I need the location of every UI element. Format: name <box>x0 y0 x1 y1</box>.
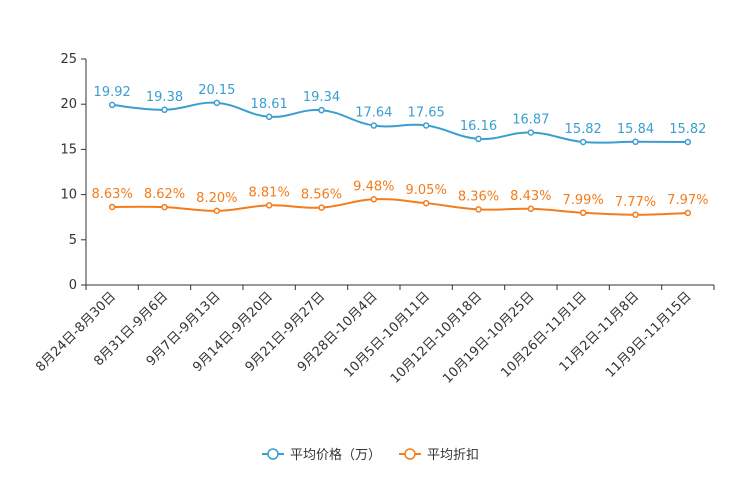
data-point <box>684 209 692 217</box>
data-point <box>318 204 325 211</box>
legend-swatch-marker <box>267 448 279 460</box>
data-label: 8.81% <box>249 185 290 200</box>
data-point <box>213 207 221 215</box>
data-point <box>422 122 430 129</box>
y-tick-label: 15 <box>60 142 77 157</box>
data-point <box>632 138 639 146</box>
y-tick-label: 0 <box>69 278 77 293</box>
data-label: 8.63% <box>92 187 133 202</box>
y-tick-label: 25 <box>60 52 77 67</box>
data-label: 19.38 <box>146 90 183 105</box>
data-label: 15.84 <box>617 122 654 137</box>
data-point <box>265 113 273 121</box>
data-label: 19.92 <box>94 85 131 100</box>
data-label: 15.82 <box>669 122 706 137</box>
legend-swatch-marker <box>404 448 416 460</box>
data-point <box>213 99 221 107</box>
data-point <box>318 106 325 114</box>
data-point <box>108 203 116 211</box>
data-point <box>108 101 116 109</box>
data-point <box>579 138 587 146</box>
data-label: 19.34 <box>303 90 340 105</box>
data-label: 20.15 <box>198 83 235 98</box>
data-label: 16.16 <box>460 119 497 134</box>
series-line-1 <box>112 198 688 216</box>
data-label: 9.48% <box>353 179 394 194</box>
data-point <box>579 209 587 217</box>
data-point <box>265 202 273 209</box>
data-label: 17.65 <box>408 105 445 120</box>
data-label: 7.99% <box>563 193 604 208</box>
data-label: 18.61 <box>251 97 288 112</box>
y-tick-label: 5 <box>69 233 77 248</box>
data-label: 8.20% <box>196 191 237 206</box>
data-point <box>475 135 482 143</box>
data-label: 15.82 <box>565 122 602 137</box>
series-line-0 <box>112 101 688 144</box>
data-label: 8.62% <box>144 187 185 202</box>
data-point <box>632 211 639 219</box>
legend-label: 平均价格（万） <box>290 447 381 463</box>
data-point <box>161 106 168 114</box>
legend-label: 平均折扣 <box>427 448 479 463</box>
data-point <box>684 138 692 146</box>
x-tick-label: 10月19日-10月25日 <box>440 289 537 386</box>
data-point <box>527 205 535 213</box>
data-point <box>422 199 430 207</box>
data-point <box>475 206 482 213</box>
data-point <box>370 122 378 129</box>
data-point <box>527 129 535 136</box>
y-tick-label: 20 <box>60 97 77 112</box>
data-label: 9.05% <box>406 183 447 198</box>
data-label: 8.43% <box>510 189 551 204</box>
data-label: 7.77% <box>615 195 656 210</box>
data-label: 8.56% <box>301 188 342 203</box>
y-tick-label: 10 <box>60 188 77 203</box>
data-label: 8.36% <box>458 189 499 204</box>
data-point <box>370 196 378 203</box>
data-label: 17.64 <box>355 106 392 121</box>
data-label: 16.87 <box>512 112 549 127</box>
x-tick-label: 10月12日-10月18日 <box>388 289 485 386</box>
data-label: 7.97% <box>667 193 708 208</box>
data-point <box>161 203 168 211</box>
